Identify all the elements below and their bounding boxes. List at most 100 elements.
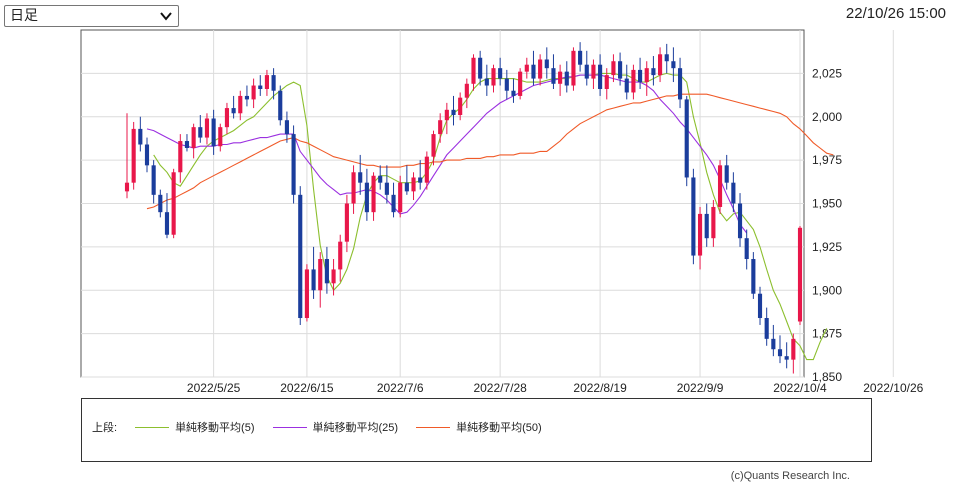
x-tick-label: 2022/5/25 — [187, 381, 241, 395]
candle-down — [777, 349, 783, 357]
series-line-sma50 — [146, 93, 834, 210]
candle-down — [451, 109, 456, 116]
candle-up — [631, 69, 636, 93]
y-tick-label: 1,925 — [812, 240, 842, 254]
candle-down — [418, 177, 423, 183]
candle-up — [644, 68, 649, 83]
candle-up — [264, 75, 269, 89]
x-tick-label: 2022/8/19 — [573, 381, 627, 395]
x-tick-label: 2022/9/9 — [677, 381, 724, 395]
candle-up — [431, 134, 436, 157]
candle-up — [471, 57, 476, 84]
candle-up — [524, 64, 529, 72]
y-tick-label: 1,900 — [812, 283, 842, 297]
candle-down — [691, 177, 696, 256]
candle-down — [278, 90, 283, 121]
candle-up — [604, 75, 609, 89]
candle-down — [531, 64, 536, 79]
candle-down — [291, 134, 296, 195]
candle-up — [611, 61, 616, 76]
candle-down — [544, 59, 549, 69]
candle-down — [151, 165, 156, 195]
candle-down — [364, 182, 369, 213]
candle-down — [324, 259, 329, 284]
candle-down — [158, 194, 163, 213]
candle-up — [178, 141, 183, 173]
candle-up — [351, 172, 356, 204]
candle-down — [578, 50, 583, 65]
candle-up — [171, 172, 176, 235]
candle-up — [518, 71, 523, 96]
period-select[interactable]: 日足 — [4, 5, 179, 27]
candle-up — [224, 108, 230, 128]
candle-up — [458, 97, 463, 116]
candle-down — [771, 338, 776, 350]
x-tick-label: 2022/6/15 — [280, 381, 334, 395]
legend-label-sma5: 単純移動平均(5) — [175, 422, 255, 434]
candle-up — [591, 64, 596, 79]
candle-down — [484, 78, 489, 86]
candle-down — [671, 61, 676, 69]
chevron-down-icon — [160, 12, 172, 21]
candle-down — [684, 99, 689, 178]
candle-down — [598, 64, 603, 89]
candle-up — [304, 269, 309, 319]
candle-up — [204, 118, 210, 138]
candle-down — [677, 68, 683, 100]
candle-down — [378, 175, 383, 183]
copyright: (c)Quants Research Inc. — [730, 470, 850, 482]
candle-down — [551, 68, 556, 84]
legend-label-sma25: 単純移動平均(25) — [312, 422, 399, 434]
candle-down — [564, 71, 569, 86]
y-tick-label: 1,850 — [812, 370, 842, 384]
candle-down — [737, 203, 743, 239]
legend-swatch-sma50 — [416, 426, 451, 428]
candle-down — [638, 69, 643, 83]
series-line-sma5 — [153, 72, 828, 361]
candle-down — [764, 318, 769, 339]
candle-up — [131, 128, 136, 183]
candle-down — [144, 144, 150, 166]
candle-down — [231, 108, 236, 114]
candle-down — [757, 293, 763, 319]
candle-down — [511, 90, 516, 96]
legend-swatch-sma5 — [135, 426, 170, 428]
candle-up — [124, 182, 130, 192]
y-tick-label: 2,000 — [812, 110, 842, 124]
candle-down — [164, 212, 170, 235]
candle-up — [371, 175, 376, 213]
candle-down — [624, 78, 629, 93]
candle-down — [704, 213, 709, 239]
candle-up — [424, 156, 429, 183]
candle-up — [797, 227, 803, 322]
timestamp: 22/10/26 15:00 — [845, 5, 946, 22]
candle-up — [191, 127, 196, 148]
legend-swatch-sma25 — [272, 426, 307, 428]
legend-prefix: 上段: — [92, 422, 118, 434]
candle-up — [791, 338, 796, 360]
candle-down — [478, 57, 483, 79]
price-chart: 1,850 1,875 1,900 1,925 1,950 1,975 2,000 2,025… — [80, 29, 924, 395]
legend-label-sma50: 単純移動平均(50) — [456, 422, 542, 434]
candle-down — [784, 356, 789, 360]
candle-up — [238, 95, 243, 114]
candle-up — [218, 127, 223, 147]
candle-up — [251, 85, 256, 100]
candle-down — [651, 68, 656, 76]
candle-up — [338, 241, 343, 270]
candle-up — [658, 54, 663, 76]
legend-item-sma50: 単純移動平均(50) — [416, 419, 542, 435]
candle-down — [138, 128, 143, 145]
x-tick-label: 2022/10/26 — [863, 381, 923, 395]
candle-down — [391, 194, 396, 213]
candle-down — [198, 127, 203, 138]
legend-row: 上段: 単純移動平均(5) 単純移動平均(25) 単純移動平均(50) — [92, 419, 542, 435]
candle-up — [491, 68, 496, 86]
candle-up — [344, 203, 349, 242]
candle-up — [558, 71, 563, 84]
candle-up — [571, 50, 576, 86]
candle-up — [538, 59, 543, 79]
x-tick-label: 2022/7/6 — [377, 381, 424, 395]
candle-down — [504, 78, 509, 91]
candle-down — [664, 54, 669, 62]
